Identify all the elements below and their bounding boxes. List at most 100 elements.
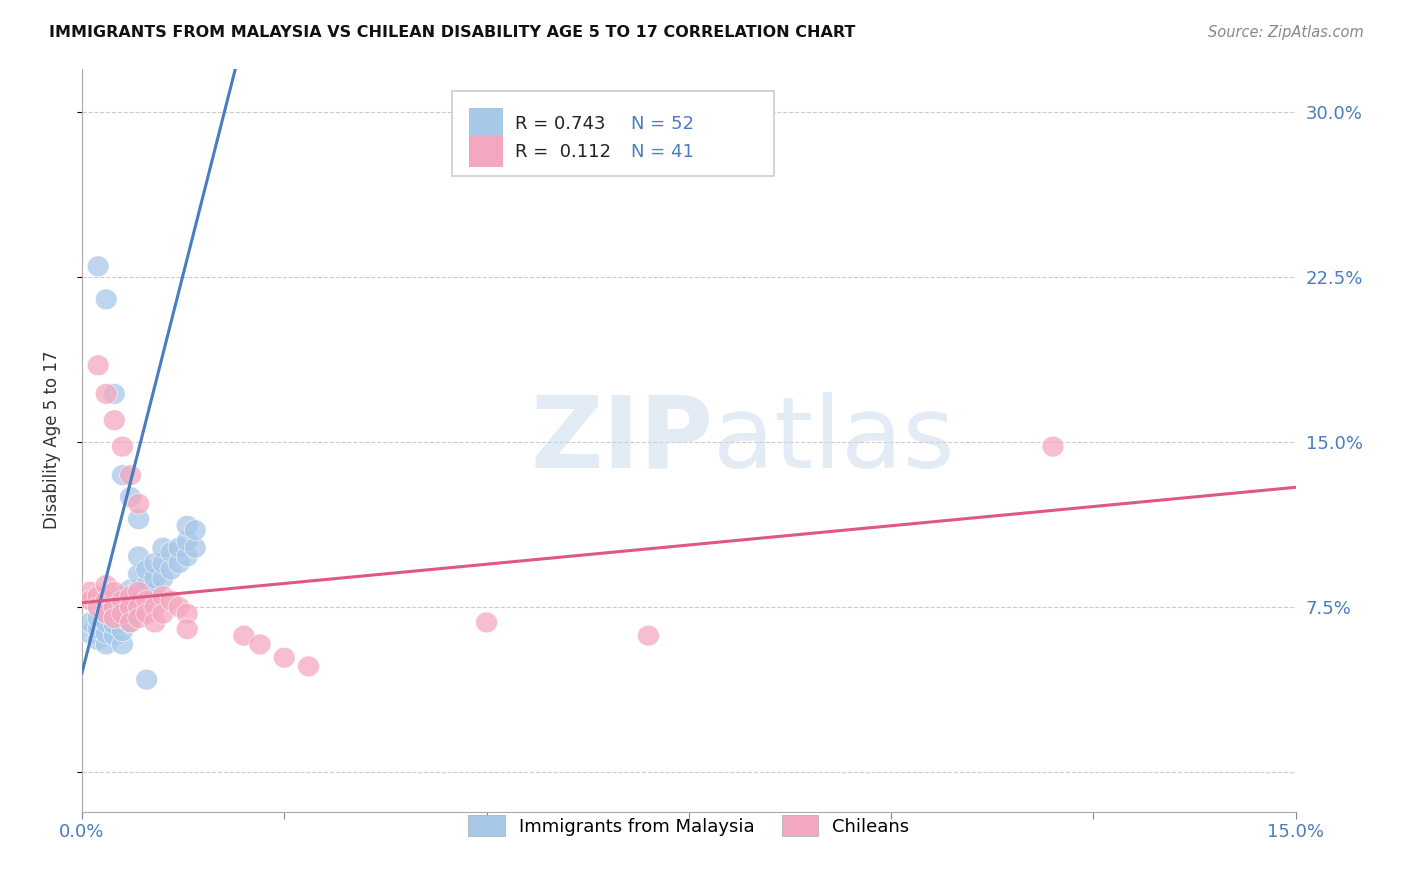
Y-axis label: Disability Age 5 to 17: Disability Age 5 to 17	[44, 351, 60, 529]
FancyBboxPatch shape	[470, 136, 503, 168]
Ellipse shape	[79, 591, 101, 611]
Legend: Immigrants from Malaysia, Chileans: Immigrants from Malaysia, Chileans	[461, 808, 917, 843]
Ellipse shape	[143, 582, 166, 602]
Ellipse shape	[475, 612, 498, 632]
Ellipse shape	[120, 465, 142, 485]
Ellipse shape	[104, 625, 125, 646]
Ellipse shape	[120, 586, 142, 607]
Ellipse shape	[143, 568, 166, 589]
Text: N = 41: N = 41	[631, 143, 693, 161]
Text: R =  0.112: R = 0.112	[515, 143, 612, 161]
Ellipse shape	[176, 546, 198, 567]
Ellipse shape	[136, 574, 157, 596]
Ellipse shape	[96, 591, 117, 611]
Ellipse shape	[233, 625, 254, 646]
Ellipse shape	[104, 601, 125, 622]
Ellipse shape	[176, 516, 198, 536]
Ellipse shape	[96, 384, 117, 404]
Ellipse shape	[111, 586, 134, 607]
Ellipse shape	[128, 582, 149, 602]
Text: R = 0.743: R = 0.743	[515, 114, 606, 133]
Ellipse shape	[87, 607, 110, 629]
Ellipse shape	[143, 597, 166, 617]
Ellipse shape	[128, 607, 149, 629]
Ellipse shape	[87, 630, 110, 650]
Ellipse shape	[128, 564, 149, 584]
Ellipse shape	[160, 591, 181, 611]
Ellipse shape	[128, 591, 149, 611]
Ellipse shape	[120, 487, 142, 508]
Ellipse shape	[169, 597, 190, 617]
Ellipse shape	[128, 579, 149, 600]
Ellipse shape	[111, 465, 134, 485]
Ellipse shape	[136, 669, 157, 690]
Ellipse shape	[111, 597, 134, 617]
Ellipse shape	[104, 409, 125, 431]
Ellipse shape	[111, 607, 134, 629]
Ellipse shape	[128, 546, 149, 567]
Ellipse shape	[120, 597, 142, 617]
Text: atlas: atlas	[713, 392, 955, 489]
Ellipse shape	[104, 615, 125, 635]
Text: ZIP: ZIP	[530, 392, 713, 489]
Ellipse shape	[120, 601, 142, 622]
Ellipse shape	[136, 591, 157, 611]
Ellipse shape	[96, 623, 117, 644]
Ellipse shape	[120, 612, 142, 632]
Ellipse shape	[143, 612, 166, 632]
Ellipse shape	[128, 597, 149, 617]
Ellipse shape	[176, 603, 198, 624]
Ellipse shape	[152, 553, 174, 574]
Ellipse shape	[79, 623, 101, 644]
Ellipse shape	[111, 591, 134, 611]
Ellipse shape	[111, 634, 134, 655]
Ellipse shape	[104, 591, 125, 611]
Ellipse shape	[87, 355, 110, 376]
Text: IMMIGRANTS FROM MALAYSIA VS CHILEAN DISABILITY AGE 5 TO 17 CORRELATION CHART: IMMIGRANTS FROM MALAYSIA VS CHILEAN DISA…	[49, 25, 856, 40]
Ellipse shape	[79, 582, 101, 602]
Ellipse shape	[152, 568, 174, 589]
FancyBboxPatch shape	[470, 108, 503, 139]
Ellipse shape	[120, 579, 142, 600]
Ellipse shape	[104, 607, 125, 629]
Ellipse shape	[637, 625, 659, 646]
Ellipse shape	[160, 541, 181, 563]
Ellipse shape	[1042, 436, 1064, 457]
Ellipse shape	[169, 553, 190, 574]
Ellipse shape	[184, 520, 207, 541]
Ellipse shape	[111, 621, 134, 641]
Ellipse shape	[152, 603, 174, 624]
Ellipse shape	[79, 612, 101, 632]
Ellipse shape	[96, 574, 117, 596]
Ellipse shape	[128, 493, 149, 514]
Ellipse shape	[104, 384, 125, 404]
Ellipse shape	[111, 603, 134, 624]
Ellipse shape	[87, 256, 110, 277]
Ellipse shape	[152, 586, 174, 607]
Ellipse shape	[120, 591, 142, 611]
FancyBboxPatch shape	[453, 91, 773, 177]
Ellipse shape	[120, 612, 142, 632]
Text: Source: ZipAtlas.com: Source: ZipAtlas.com	[1208, 25, 1364, 40]
Ellipse shape	[104, 582, 125, 602]
Ellipse shape	[111, 436, 134, 457]
Text: N = 52: N = 52	[631, 114, 693, 133]
Ellipse shape	[96, 603, 117, 624]
Ellipse shape	[298, 656, 319, 677]
Ellipse shape	[128, 603, 149, 624]
Ellipse shape	[87, 597, 110, 617]
Ellipse shape	[87, 586, 110, 607]
Ellipse shape	[87, 619, 110, 640]
Ellipse shape	[136, 559, 157, 580]
Ellipse shape	[128, 508, 149, 530]
Ellipse shape	[136, 603, 157, 624]
Ellipse shape	[104, 597, 125, 617]
Ellipse shape	[143, 553, 166, 574]
Ellipse shape	[169, 537, 190, 558]
Ellipse shape	[96, 289, 117, 310]
Ellipse shape	[96, 603, 117, 624]
Ellipse shape	[249, 634, 271, 655]
Ellipse shape	[160, 559, 181, 580]
Ellipse shape	[96, 612, 117, 632]
Ellipse shape	[176, 619, 198, 640]
